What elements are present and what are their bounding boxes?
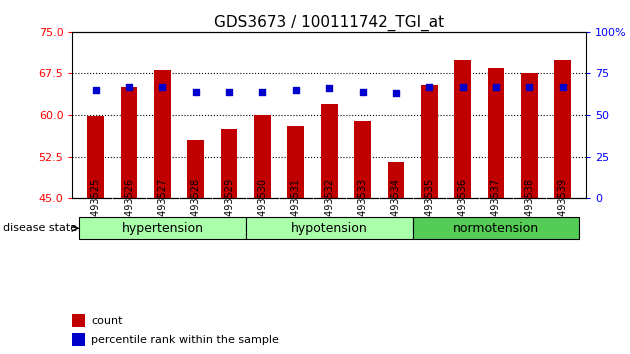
Text: count: count <box>91 316 123 326</box>
Bar <box>421 85 437 198</box>
Text: GSM493539: GSM493539 <box>558 178 568 236</box>
Bar <box>521 74 537 198</box>
Text: normotension: normotension <box>453 222 539 235</box>
Text: GSM493537: GSM493537 <box>491 177 501 237</box>
Bar <box>154 70 171 198</box>
Bar <box>554 59 571 198</box>
Point <box>91 87 101 93</box>
Point <box>191 89 201 95</box>
Text: percentile rank within the sample: percentile rank within the sample <box>91 335 279 345</box>
Bar <box>454 59 471 198</box>
Point <box>291 87 301 93</box>
Text: disease state: disease state <box>3 223 77 233</box>
Text: GSM493530: GSM493530 <box>258 178 268 236</box>
Point <box>457 84 467 90</box>
Point <box>391 91 401 96</box>
Point <box>524 84 534 90</box>
Bar <box>246 217 413 239</box>
Text: GSM493531: GSM493531 <box>291 178 301 236</box>
Bar <box>79 217 246 239</box>
Bar <box>254 115 271 198</box>
Bar <box>121 87 137 198</box>
Point <box>258 89 268 95</box>
Point <box>124 84 134 90</box>
Bar <box>387 162 404 198</box>
Text: GSM493527: GSM493527 <box>158 177 168 237</box>
Text: GSM493528: GSM493528 <box>191 177 201 237</box>
Point <box>324 86 334 91</box>
Point <box>491 84 501 90</box>
Text: GSM493529: GSM493529 <box>224 177 234 237</box>
Text: hypertension: hypertension <box>122 222 203 235</box>
Bar <box>72 314 85 327</box>
Text: GSM493535: GSM493535 <box>424 177 434 237</box>
Bar <box>354 121 371 198</box>
Bar <box>88 116 104 198</box>
Point <box>224 89 234 95</box>
Text: GSM493536: GSM493536 <box>457 178 467 236</box>
Point <box>158 84 168 90</box>
Bar <box>321 104 338 198</box>
Point <box>558 84 568 90</box>
Bar <box>188 140 204 198</box>
Bar <box>287 126 304 198</box>
Bar <box>221 129 238 198</box>
Text: GSM493525: GSM493525 <box>91 177 101 237</box>
Text: GSM493538: GSM493538 <box>524 178 534 236</box>
Text: GSM493526: GSM493526 <box>124 177 134 237</box>
Text: GSM493533: GSM493533 <box>357 178 367 236</box>
Point <box>424 84 434 90</box>
Bar <box>72 333 85 346</box>
Text: hypotension: hypotension <box>291 222 367 235</box>
Text: GSM493532: GSM493532 <box>324 177 334 237</box>
Bar <box>413 217 579 239</box>
Bar <box>488 68 504 198</box>
Point <box>357 89 367 95</box>
Text: GSM493534: GSM493534 <box>391 178 401 236</box>
Title: GDS3673 / 100111742_TGI_at: GDS3673 / 100111742_TGI_at <box>214 14 444 30</box>
